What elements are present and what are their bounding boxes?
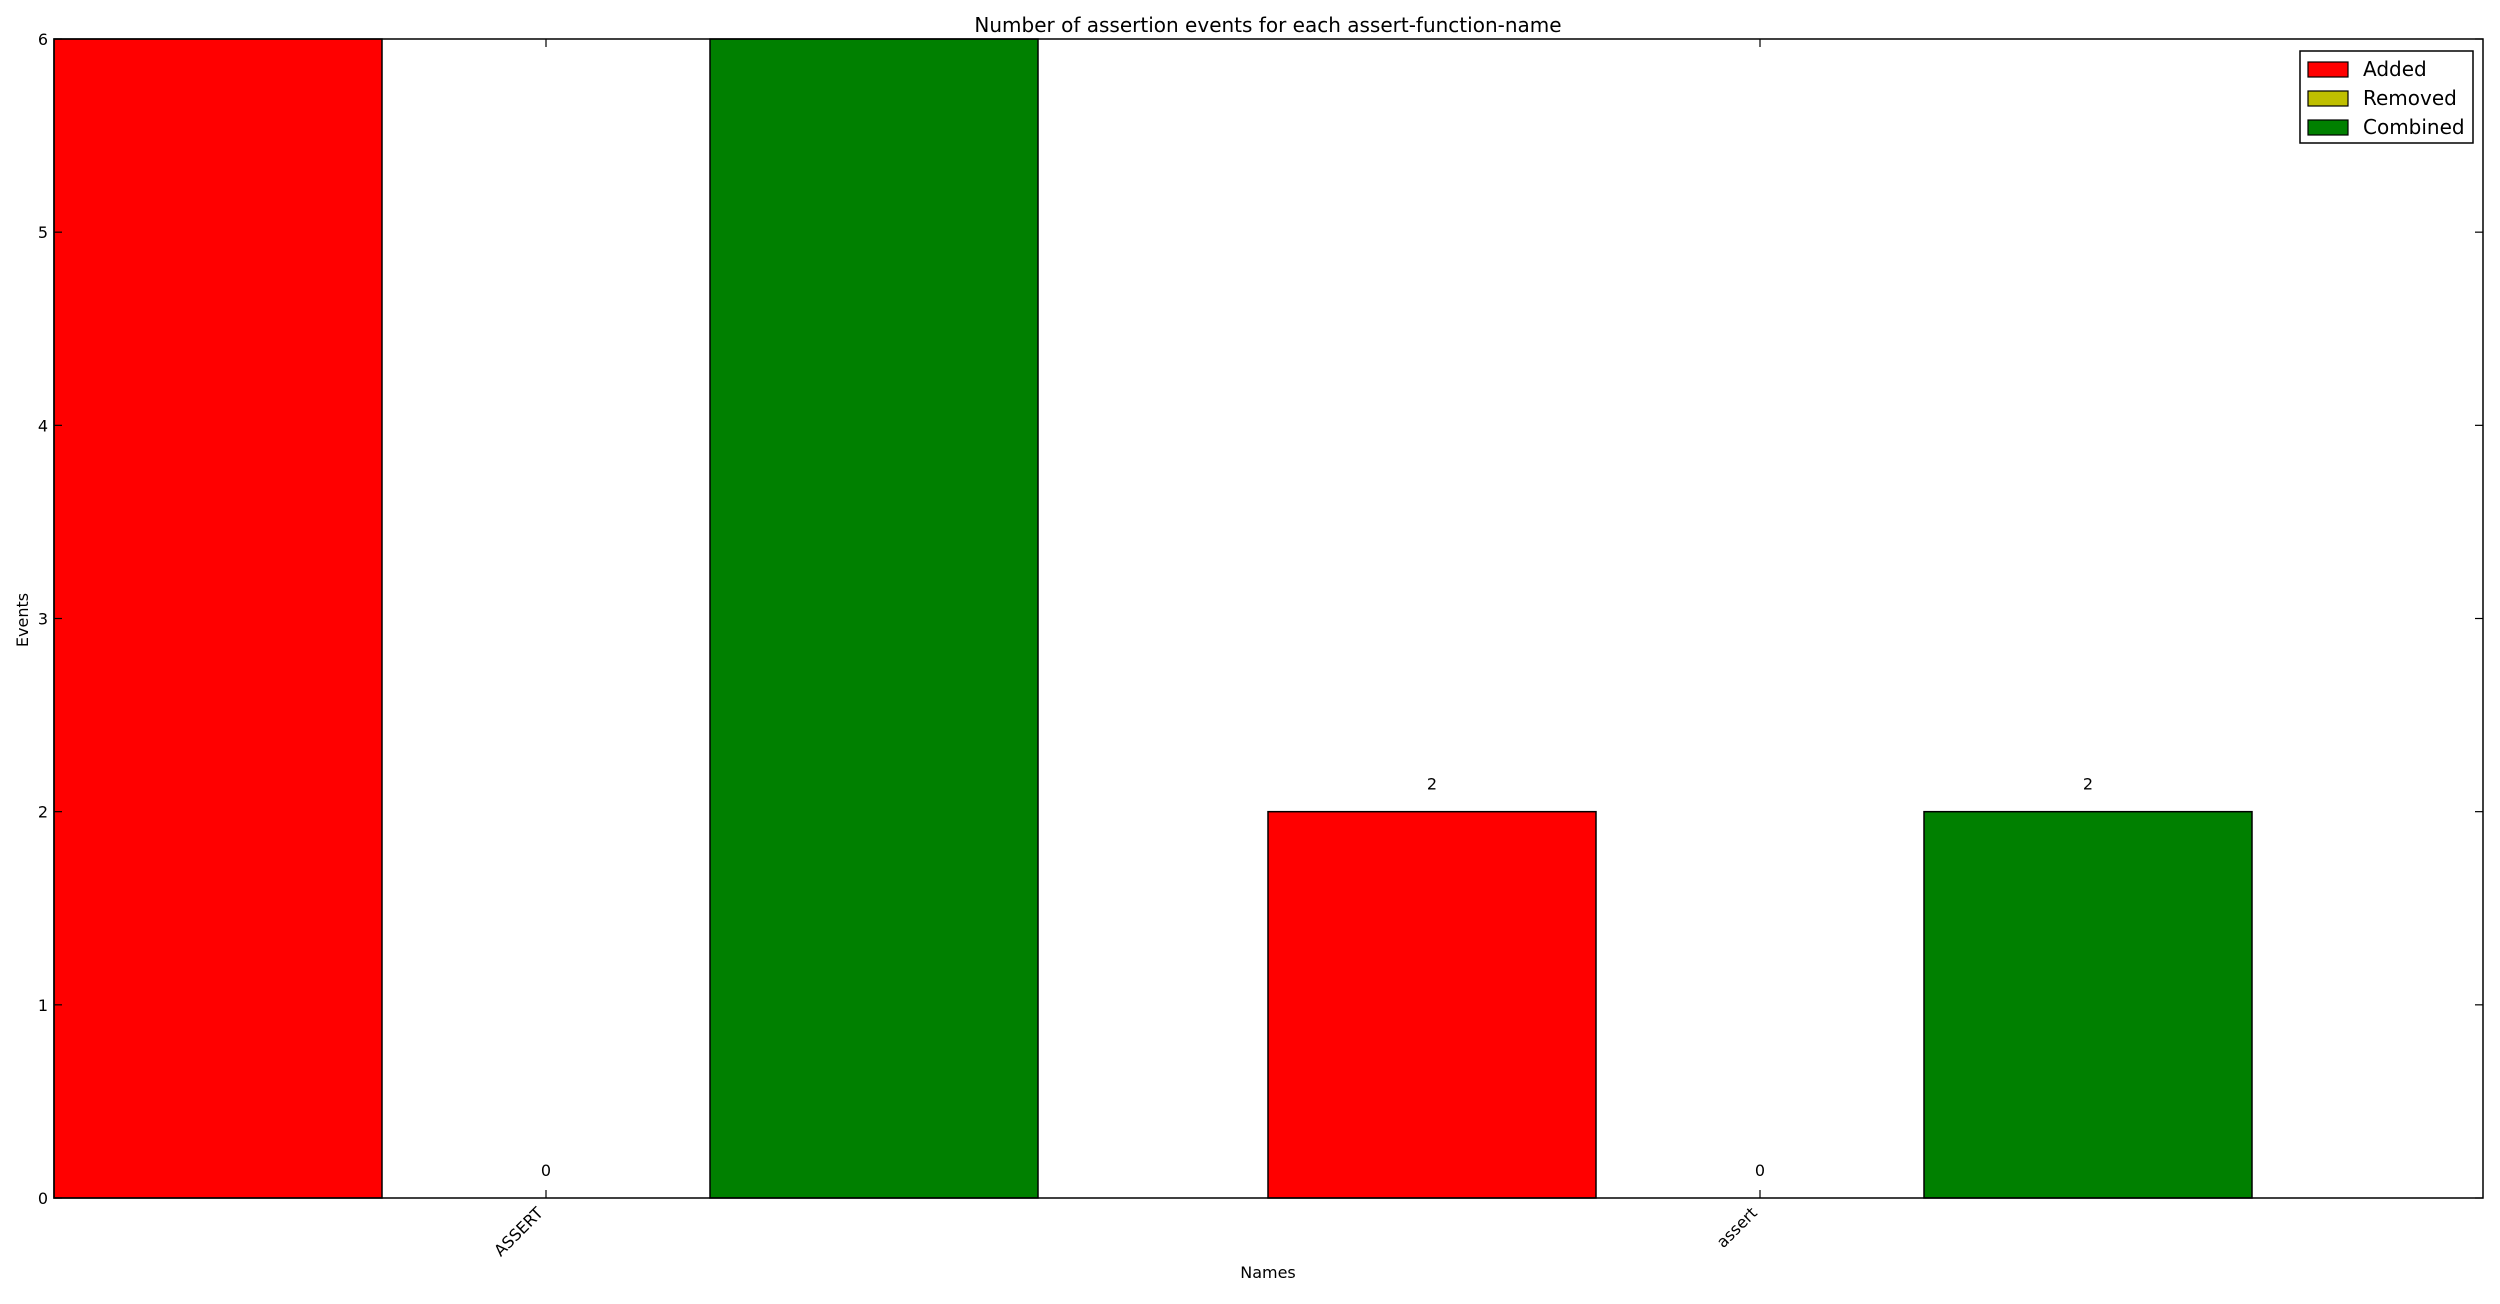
bar-value-label: 0 (1755, 1161, 1765, 1180)
legend-swatch-added (2307, 61, 2349, 78)
legend: Added Removed Combined (2299, 50, 2474, 144)
bar-combined-assert (1923, 810, 2253, 1199)
x-tick-label: ASSERT (490, 1203, 547, 1260)
bar-value-label: 2 (2083, 775, 2093, 794)
legend-label-added: Added (2363, 57, 2427, 81)
y-axis-label: Events (13, 593, 32, 647)
bar-combined-assert (709, 38, 1039, 1199)
y-tick-label: 2 (38, 803, 48, 822)
chart-title: Number of assertion events for each asse… (974, 13, 1561, 37)
bar-value-label: 2 (1427, 775, 1437, 794)
bar-added-assert (1267, 810, 1597, 1199)
bar-added-assert (53, 38, 383, 1199)
y-tick-label: 3 (38, 610, 48, 629)
y-tick-label: 6 (38, 30, 48, 49)
y-tick-label: 5 (38, 223, 48, 242)
legend-swatch-removed (2307, 90, 2349, 107)
plot-area: 0 2 0 2 0 1 2 3 4 5 6 ASSERT assert (38, 30, 2484, 1260)
y-tick-label: 1 (38, 996, 48, 1015)
y-tick-label: 4 (38, 416, 48, 435)
x-tick-label: assert (1713, 1203, 1761, 1251)
legend-label-removed: Removed (2363, 86, 2457, 110)
y-tick-label: 0 (38, 1189, 48, 1208)
legend-swatch-combined (2307, 119, 2349, 136)
x-axis-label: Names (1240, 1263, 1296, 1282)
legend-label-combined: Combined (2363, 115, 2465, 139)
bar-value-label: 0 (541, 1161, 551, 1180)
